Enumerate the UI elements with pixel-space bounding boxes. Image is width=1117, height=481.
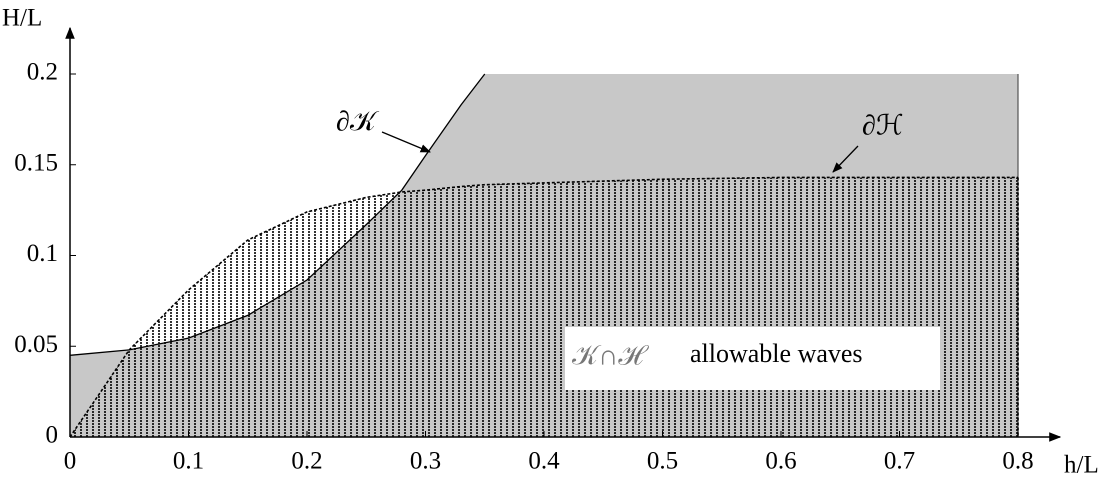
boundary-curve: [69, 73, 486, 356]
curve-label: ∂ℋ: [862, 110, 904, 141]
x-tick-label: 0.7: [884, 448, 915, 475]
y-axis-label: H/L: [2, 5, 42, 32]
x-axis-label: h/L: [1064, 452, 1099, 479]
y-tick-label: 0.05: [14, 331, 58, 358]
arrow: [832, 145, 859, 173]
region-label: 𝒦∩ℋ: [572, 340, 649, 371]
x-tick-label: 0.8: [1002, 448, 1033, 475]
boundary-curve: [69, 176, 1018, 438]
y-tick-label: 0.15: [14, 149, 58, 176]
x-tick-label: 0.2: [291, 448, 322, 475]
y-tick-label: 0.2: [27, 59, 58, 86]
x-tick-label: 0.5: [647, 448, 678, 475]
x-tick-label: 0.3: [410, 448, 441, 475]
x-tick-label: 0.1: [173, 448, 204, 475]
y-tick-label: 0.1: [27, 240, 58, 267]
region-hatch: [70, 177, 1018, 437]
y-tick-label: 0: [46, 422, 59, 449]
label-box: [565, 327, 940, 390]
x-tick-label: 0.6: [765, 448, 796, 475]
x-tick-label: 0.4: [528, 448, 560, 475]
x-tick-label: 0: [64, 448, 77, 475]
arrow: [381, 131, 431, 153]
curve-label: ∂𝒦: [336, 106, 380, 137]
region-text: allowable waves: [690, 339, 863, 368]
